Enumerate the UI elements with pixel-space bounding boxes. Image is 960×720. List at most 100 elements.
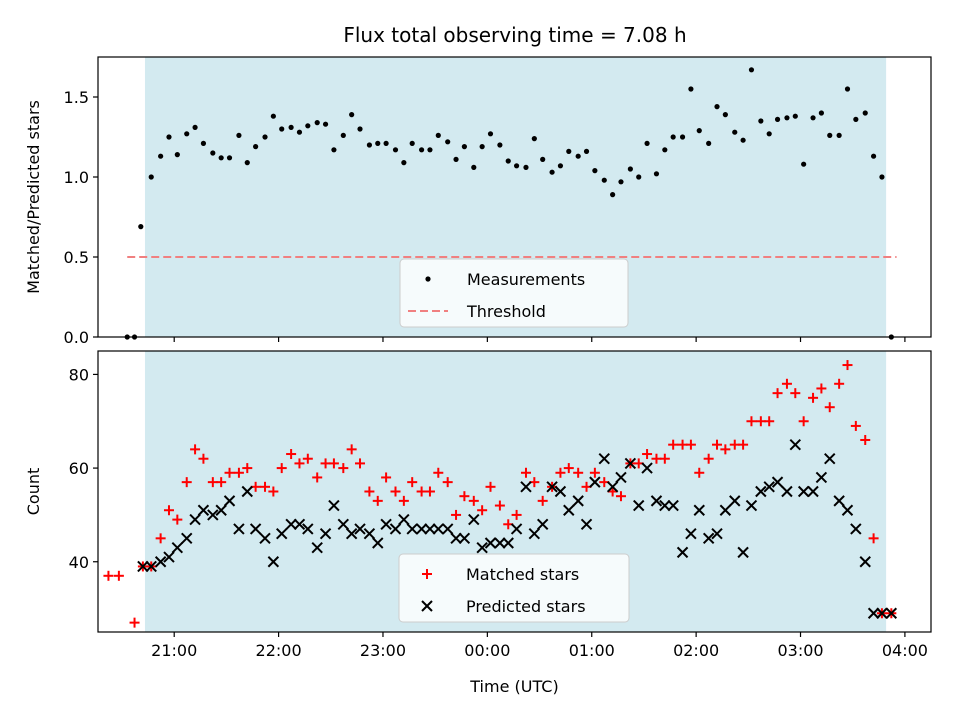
measurement-point bbox=[714, 104, 720, 110]
matched-star-point bbox=[190, 444, 201, 455]
predicted-star-point bbox=[797, 485, 810, 498]
y-tick-label: 80 bbox=[69, 365, 89, 384]
matched-star-point bbox=[113, 570, 124, 581]
measurement-point bbox=[688, 86, 694, 92]
predicted-star-point bbox=[163, 551, 175, 563]
predicted-star-point-b bbox=[659, 499, 671, 512]
predicted-star-point-b bbox=[554, 485, 567, 498]
matched-star-point bbox=[798, 416, 809, 427]
matched-star-point bbox=[824, 402, 835, 413]
predicted-star-point bbox=[293, 518, 306, 530]
legend: Measurements Threshold bbox=[399, 258, 629, 328]
measurement-point bbox=[827, 132, 833, 138]
predicted-star-point-b bbox=[319, 527, 332, 540]
predicted-star-point bbox=[398, 513, 410, 526]
predicted-star-point bbox=[615, 471, 627, 484]
y-tick-label: 0.0 bbox=[64, 328, 89, 347]
predicted-star-point-b bbox=[354, 523, 366, 535]
matched-star-point bbox=[659, 453, 670, 464]
series-predicted-stars bbox=[137, 438, 898, 619]
predicted-star-point bbox=[380, 518, 392, 530]
measurement-point bbox=[618, 179, 624, 185]
measurement-point bbox=[270, 113, 276, 119]
legend: Matched stars Predicted stars bbox=[398, 553, 630, 623]
matched-star-point bbox=[651, 453, 662, 464]
predicted-star-point bbox=[267, 556, 280, 568]
matched-star-point bbox=[416, 486, 427, 497]
predicted-star-point-b bbox=[259, 532, 271, 545]
predicted-star-point-b bbox=[633, 499, 645, 512]
measurement-point bbox=[836, 132, 842, 138]
predicted-star-point-b bbox=[598, 453, 610, 465]
measurement-point bbox=[174, 152, 180, 158]
measurement-point bbox=[138, 224, 144, 230]
x-tick-label: 21:00 bbox=[151, 641, 197, 660]
predicted-star-point bbox=[693, 504, 705, 516]
axes-frame bbox=[97, 350, 932, 633]
predicted-star-point-b bbox=[719, 504, 732, 516]
measurement-point bbox=[375, 140, 381, 146]
predicted-star-point-b bbox=[372, 537, 384, 549]
predicted-star-point bbox=[859, 556, 871, 568]
predicted-star-point-b bbox=[520, 481, 532, 493]
predicted-star-point bbox=[145, 560, 157, 573]
matched-star-point bbox=[294, 458, 305, 469]
predicted-star-point-b bbox=[484, 537, 497, 549]
measurement-point bbox=[158, 153, 164, 159]
predicted-star-point bbox=[510, 523, 523, 535]
matched-star-point bbox=[668, 439, 679, 450]
matched-star-point bbox=[755, 416, 766, 427]
predicted-star-point-b bbox=[797, 485, 810, 498]
predicted-star-point bbox=[406, 523, 418, 535]
predicted-star-point-b bbox=[563, 504, 575, 516]
measurement-point bbox=[879, 174, 885, 180]
matched-star-point bbox=[494, 500, 505, 511]
predicted-star-point-b bbox=[171, 541, 184, 554]
predicted-star-point bbox=[441, 523, 454, 535]
predicted-star-point-b bbox=[606, 481, 619, 493]
matched-star-point bbox=[511, 509, 522, 520]
matched-star-point bbox=[233, 467, 244, 478]
predicted-star-point-b bbox=[494, 537, 506, 549]
predicted-star-point bbox=[841, 504, 854, 516]
matched-star-point bbox=[485, 481, 496, 492]
measurement-point bbox=[445, 139, 451, 145]
predicted-star-point bbox=[458, 532, 471, 545]
predicted-star-point bbox=[641, 462, 653, 474]
matched-star-point bbox=[468, 495, 479, 506]
predicted-star-point bbox=[223, 495, 236, 507]
matched-star-point bbox=[563, 463, 574, 474]
matched-star-point bbox=[172, 514, 183, 525]
measurement-point bbox=[435, 132, 441, 138]
measurement-point bbox=[862, 110, 868, 116]
measurement-point bbox=[148, 174, 154, 180]
measurement-point bbox=[479, 144, 485, 150]
measurement-point bbox=[236, 132, 242, 138]
x-tick-label: 04:00 bbox=[882, 641, 928, 660]
predicted-star-point bbox=[494, 537, 506, 549]
predicted-star-point bbox=[598, 453, 610, 465]
x-tick-label: 03:00 bbox=[777, 641, 823, 660]
predicted-star-point bbox=[729, 495, 741, 507]
x-tick-label: 01:00 bbox=[569, 641, 615, 660]
predicted-star-point bbox=[328, 499, 340, 512]
legend-box bbox=[398, 553, 630, 623]
x-tick-label: 23:00 bbox=[360, 641, 406, 660]
measurement-point bbox=[670, 134, 676, 140]
predicted-star-point bbox=[189, 513, 201, 526]
y-tick-label: 60 bbox=[69, 459, 89, 478]
predicted-star-point-b bbox=[833, 495, 845, 507]
predicted-star-point bbox=[181, 532, 193, 545]
legend-marker-measurements bbox=[425, 276, 431, 282]
measurement-point bbox=[262, 134, 268, 140]
predicted-star-point-b bbox=[729, 495, 741, 507]
legend-label: Predicted stars bbox=[466, 597, 586, 616]
predicted-star-point bbox=[745, 499, 758, 512]
predicted-star-point bbox=[885, 607, 898, 619]
predicted-star-point bbox=[650, 495, 663, 507]
predicted-star-point-b bbox=[145, 560, 157, 573]
predicted-star-point bbox=[432, 523, 445, 535]
matched-star-point bbox=[834, 378, 845, 389]
predicted-star-point-b bbox=[154, 556, 167, 568]
